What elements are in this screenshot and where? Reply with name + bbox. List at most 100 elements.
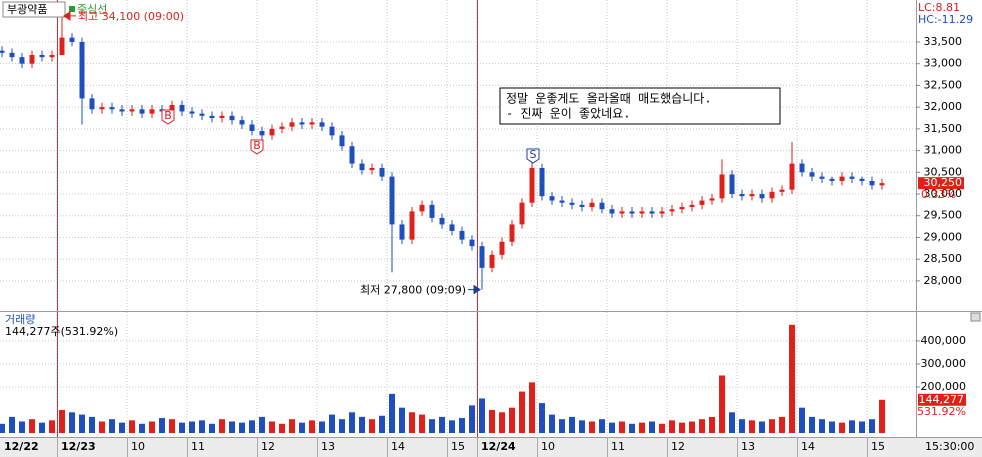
volume-bar xyxy=(759,421,765,433)
volume-bar xyxy=(339,419,345,433)
volume-bar xyxy=(259,416,265,433)
y-tick-label: 32,000 xyxy=(924,100,963,113)
candle-body xyxy=(409,211,415,240)
y-tick-label: 300,000 xyxy=(921,357,967,370)
candle-body xyxy=(399,224,405,240)
y-tick-label: 31,000 xyxy=(924,144,963,157)
volume-bar xyxy=(429,419,435,433)
candle-body xyxy=(529,167,535,203)
x-tick-label: 13 xyxy=(321,440,335,453)
candle-body xyxy=(49,54,55,58)
candle-body xyxy=(599,202,605,210)
indicator-swatch xyxy=(69,6,75,12)
volume-bar xyxy=(189,421,195,433)
candle-body xyxy=(539,167,545,197)
volume-bar xyxy=(399,407,405,433)
volume-tag-label: 144,277 xyxy=(919,393,965,406)
volume-bar xyxy=(519,391,525,433)
candle-body xyxy=(419,204,425,212)
candle-body xyxy=(429,204,435,218)
max-label: 최고 34,100 (09:00) xyxy=(78,10,184,23)
volume-bar xyxy=(619,421,625,433)
volume-bar xyxy=(119,422,125,433)
volume-bar xyxy=(879,399,885,433)
y-tick-label: 28,500 xyxy=(924,252,963,265)
y-tick-label: 28,000 xyxy=(924,274,963,287)
volume-bar xyxy=(679,422,685,433)
candle-body xyxy=(269,128,275,136)
candle-body xyxy=(469,239,475,247)
candle-body xyxy=(139,109,145,114)
candle-body xyxy=(639,211,645,214)
candle-body xyxy=(319,122,325,127)
volume-bar xyxy=(739,419,745,433)
candle-body xyxy=(579,204,585,208)
price-tag-label: 30,250 xyxy=(924,176,963,189)
volume-bar xyxy=(169,419,175,433)
volume-bar xyxy=(799,407,805,433)
volume-bar xyxy=(269,421,275,433)
candle-body xyxy=(289,122,295,127)
candle-body xyxy=(489,254,495,268)
candle-body xyxy=(79,41,85,99)
y-tick-label: 31,500 xyxy=(924,122,963,135)
x-tick-label: 11 xyxy=(191,440,205,453)
volume-bar xyxy=(709,416,715,433)
candle-body xyxy=(449,224,455,231)
annotation-line: 정말 운좋게도 올라올때 매도했습니다. xyxy=(506,92,712,106)
volume-bar xyxy=(0,423,5,433)
candle-body xyxy=(339,135,345,147)
candle-body xyxy=(619,211,625,214)
x-tick-label: 13 xyxy=(741,440,755,453)
candle-body xyxy=(679,207,685,210)
candle-body xyxy=(519,202,525,225)
volume-bar xyxy=(569,416,575,433)
volume-summary: 144,277주(531.92%) xyxy=(5,325,118,338)
y-tick-label: 32,500 xyxy=(924,78,963,91)
volume-bar xyxy=(389,393,395,433)
y-tick-label: 30,000 xyxy=(924,187,963,200)
x-tick-label: 10 xyxy=(541,440,555,453)
volume-bar xyxy=(419,414,425,433)
trade-marker-label: B xyxy=(164,109,172,122)
volume-bar xyxy=(99,421,105,433)
hc-label: HC:-11.29 xyxy=(918,13,973,26)
volume-bar xyxy=(639,422,645,433)
candle-body xyxy=(629,211,635,214)
candle-body xyxy=(769,191,775,199)
volume-bar xyxy=(539,403,545,433)
candle-body xyxy=(119,109,125,112)
title-box xyxy=(2,1,66,18)
candle-body xyxy=(719,174,725,199)
min-label: 최저 27,800 (09:09) xyxy=(360,284,466,297)
volume-bar xyxy=(629,423,635,433)
volume-bar xyxy=(219,419,225,433)
candle-body xyxy=(59,37,65,55)
candle-body xyxy=(509,224,515,242)
candle-body xyxy=(39,54,45,58)
volume-bar xyxy=(79,414,85,433)
volume-title: 거래량 xyxy=(5,313,35,326)
x-tick-label: 14 xyxy=(391,440,405,453)
time-axis-bg xyxy=(0,437,982,457)
volume-bar xyxy=(249,420,255,433)
candle-body xyxy=(189,111,195,114)
volume-bar xyxy=(609,422,615,433)
volume-bar xyxy=(349,412,355,433)
volume-bar xyxy=(849,420,855,433)
candle-body xyxy=(839,176,845,181)
candle-body xyxy=(609,209,615,214)
volume-bar xyxy=(749,420,755,433)
candle-body xyxy=(299,122,305,125)
volume-bar xyxy=(309,420,315,433)
candle-body xyxy=(369,167,375,171)
panel-button[interactable] xyxy=(970,312,981,322)
volume-bar xyxy=(829,421,835,433)
max-arrow xyxy=(63,10,76,21)
candle-body xyxy=(309,122,315,125)
volume-bar xyxy=(469,405,475,433)
volume-bar xyxy=(859,421,865,433)
candle-body xyxy=(799,163,805,173)
